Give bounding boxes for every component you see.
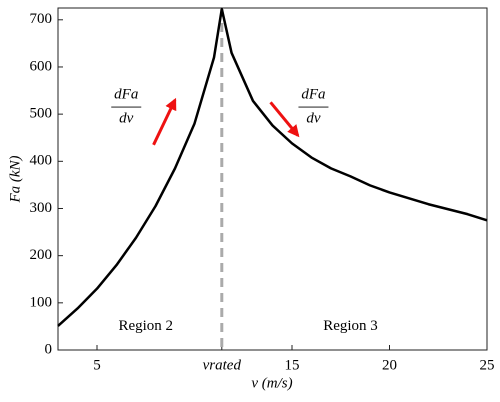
region-label: Region 3 [323,318,378,334]
x-tick-label: 15 [285,357,300,373]
y-axis-label: Fa (kN) [7,155,23,203]
fraction-numerator: dFa [114,86,138,102]
y-tick-label: 700 [30,11,53,27]
x-axis-label: v (m/s) [251,375,292,391]
plot-frame [57,7,488,351]
fraction-denominator: dv [306,110,321,126]
x-tick-label: vrated [203,357,242,373]
fraction-numerator: dFa [301,86,325,102]
y-tick-label: 600 [30,58,53,74]
y-tick-label: 400 [30,153,53,169]
y-tick-label: 0 [45,341,53,357]
region-label: Region 2 [118,318,173,334]
y-tick-label: 200 [30,247,53,263]
x-tick-label: 25 [480,357,495,373]
y-tick-label: 100 [30,294,53,310]
y-tick-label: 500 [30,106,53,122]
fraction-denominator: dv [119,110,134,126]
arrow [152,97,177,146]
arrow [269,101,300,138]
x-tick-label: 5 [93,357,101,373]
y-tick-label: 300 [30,200,53,216]
data-line [57,7,488,327]
x-tick-label: 20 [382,357,397,373]
